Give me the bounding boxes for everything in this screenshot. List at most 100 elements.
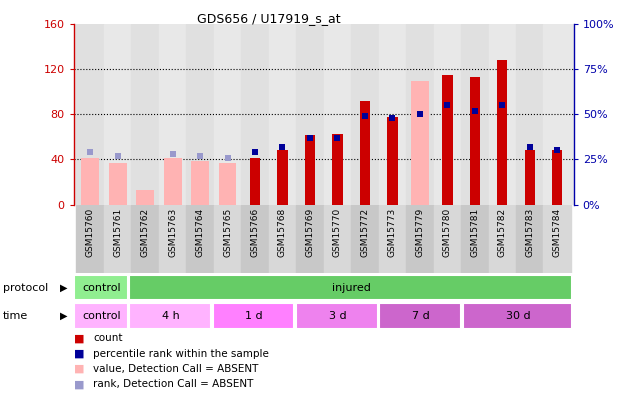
Bar [131, 24, 159, 205]
Text: GSM15772: GSM15772 [360, 208, 369, 257]
Text: GSM15760: GSM15760 [86, 208, 95, 257]
Text: GSM15784: GSM15784 [553, 208, 562, 257]
Bar [104, 24, 131, 205]
Bar [461, 24, 488, 205]
Text: GSM15768: GSM15768 [278, 208, 287, 257]
Text: control: control [82, 311, 121, 321]
Text: rank, Detection Call = ABSENT: rank, Detection Call = ABSENT [93, 379, 253, 389]
Text: protocol: protocol [3, 283, 49, 292]
Bar [544, 205, 571, 273]
Text: time: time [3, 311, 28, 321]
Text: ■: ■ [74, 379, 84, 389]
Bar [137, 190, 154, 205]
Bar [269, 24, 296, 205]
Bar [109, 163, 127, 205]
Bar [296, 303, 378, 329]
Text: ■: ■ [74, 333, 84, 343]
Bar [241, 205, 269, 273]
Text: 7 d: 7 d [412, 311, 430, 321]
Bar [76, 205, 104, 273]
Bar [332, 134, 343, 205]
Bar [324, 24, 351, 205]
Text: 30 d: 30 d [506, 311, 531, 321]
Bar [219, 163, 237, 205]
Bar [187, 24, 214, 205]
Text: 4 h: 4 h [162, 311, 180, 321]
Text: value, Detection Call = ABSENT: value, Detection Call = ABSENT [93, 364, 258, 374]
Bar [104, 205, 131, 273]
Bar [241, 24, 269, 205]
Text: percentile rank within the sample: percentile rank within the sample [93, 349, 269, 358]
Bar [463, 303, 572, 329]
Text: GSM15782: GSM15782 [498, 208, 507, 257]
Bar [159, 205, 187, 273]
Bar [129, 303, 211, 329]
Text: GSM15779: GSM15779 [415, 208, 424, 257]
Text: GSM15769: GSM15769 [306, 208, 315, 257]
Text: GSM15763: GSM15763 [168, 208, 177, 257]
Text: control: control [82, 283, 121, 292]
Bar [76, 24, 104, 205]
Text: 3 d: 3 d [329, 311, 346, 321]
Bar [516, 205, 544, 273]
Text: ■: ■ [74, 364, 84, 374]
Bar [131, 205, 159, 273]
Bar [433, 205, 461, 273]
Bar [497, 60, 508, 205]
Text: ▶: ▶ [60, 283, 67, 292]
Bar [387, 117, 397, 205]
Text: GSM15780: GSM15780 [443, 208, 452, 257]
Text: GDS656 / U17919_s_at: GDS656 / U17919_s_at [197, 12, 341, 25]
Bar [81, 158, 99, 205]
Text: GSM15764: GSM15764 [196, 208, 204, 257]
Bar [442, 75, 453, 205]
Bar [544, 24, 571, 205]
Text: GSM15761: GSM15761 [113, 208, 122, 257]
Text: count: count [93, 333, 122, 343]
Bar [187, 205, 214, 273]
Bar [191, 161, 209, 205]
Bar [74, 303, 128, 329]
Bar [406, 24, 433, 205]
Bar [524, 151, 535, 205]
Text: GSM15765: GSM15765 [223, 208, 232, 257]
Bar [488, 205, 516, 273]
Bar [213, 303, 294, 329]
Bar [351, 205, 379, 273]
Bar [214, 24, 241, 205]
Text: GSM15773: GSM15773 [388, 208, 397, 257]
Bar [360, 101, 370, 205]
Bar [159, 24, 187, 205]
Bar [552, 151, 562, 205]
Bar [278, 151, 288, 205]
Bar [324, 205, 351, 273]
Bar [461, 205, 488, 273]
Bar [351, 24, 379, 205]
Bar [379, 24, 406, 205]
Text: GSM15781: GSM15781 [470, 208, 479, 257]
Text: GSM15762: GSM15762 [140, 208, 149, 257]
Bar [379, 303, 461, 329]
Text: injured: injured [332, 283, 371, 292]
Bar [411, 81, 429, 205]
Bar [433, 24, 461, 205]
Bar [296, 205, 324, 273]
Bar [516, 24, 544, 205]
Text: ▶: ▶ [60, 311, 67, 321]
Bar [74, 275, 128, 301]
Bar [163, 158, 181, 205]
Text: ■: ■ [74, 349, 84, 358]
Text: 1 d: 1 d [246, 311, 263, 321]
Bar [304, 135, 315, 205]
Bar [269, 205, 296, 273]
Bar [379, 205, 406, 273]
Bar [214, 205, 241, 273]
Text: GSM15783: GSM15783 [525, 208, 534, 257]
Bar [129, 275, 572, 301]
Bar [406, 205, 433, 273]
Bar [470, 77, 480, 205]
Bar [296, 24, 324, 205]
Bar [488, 24, 516, 205]
Text: GSM15766: GSM15766 [251, 208, 260, 257]
Bar [250, 158, 260, 205]
